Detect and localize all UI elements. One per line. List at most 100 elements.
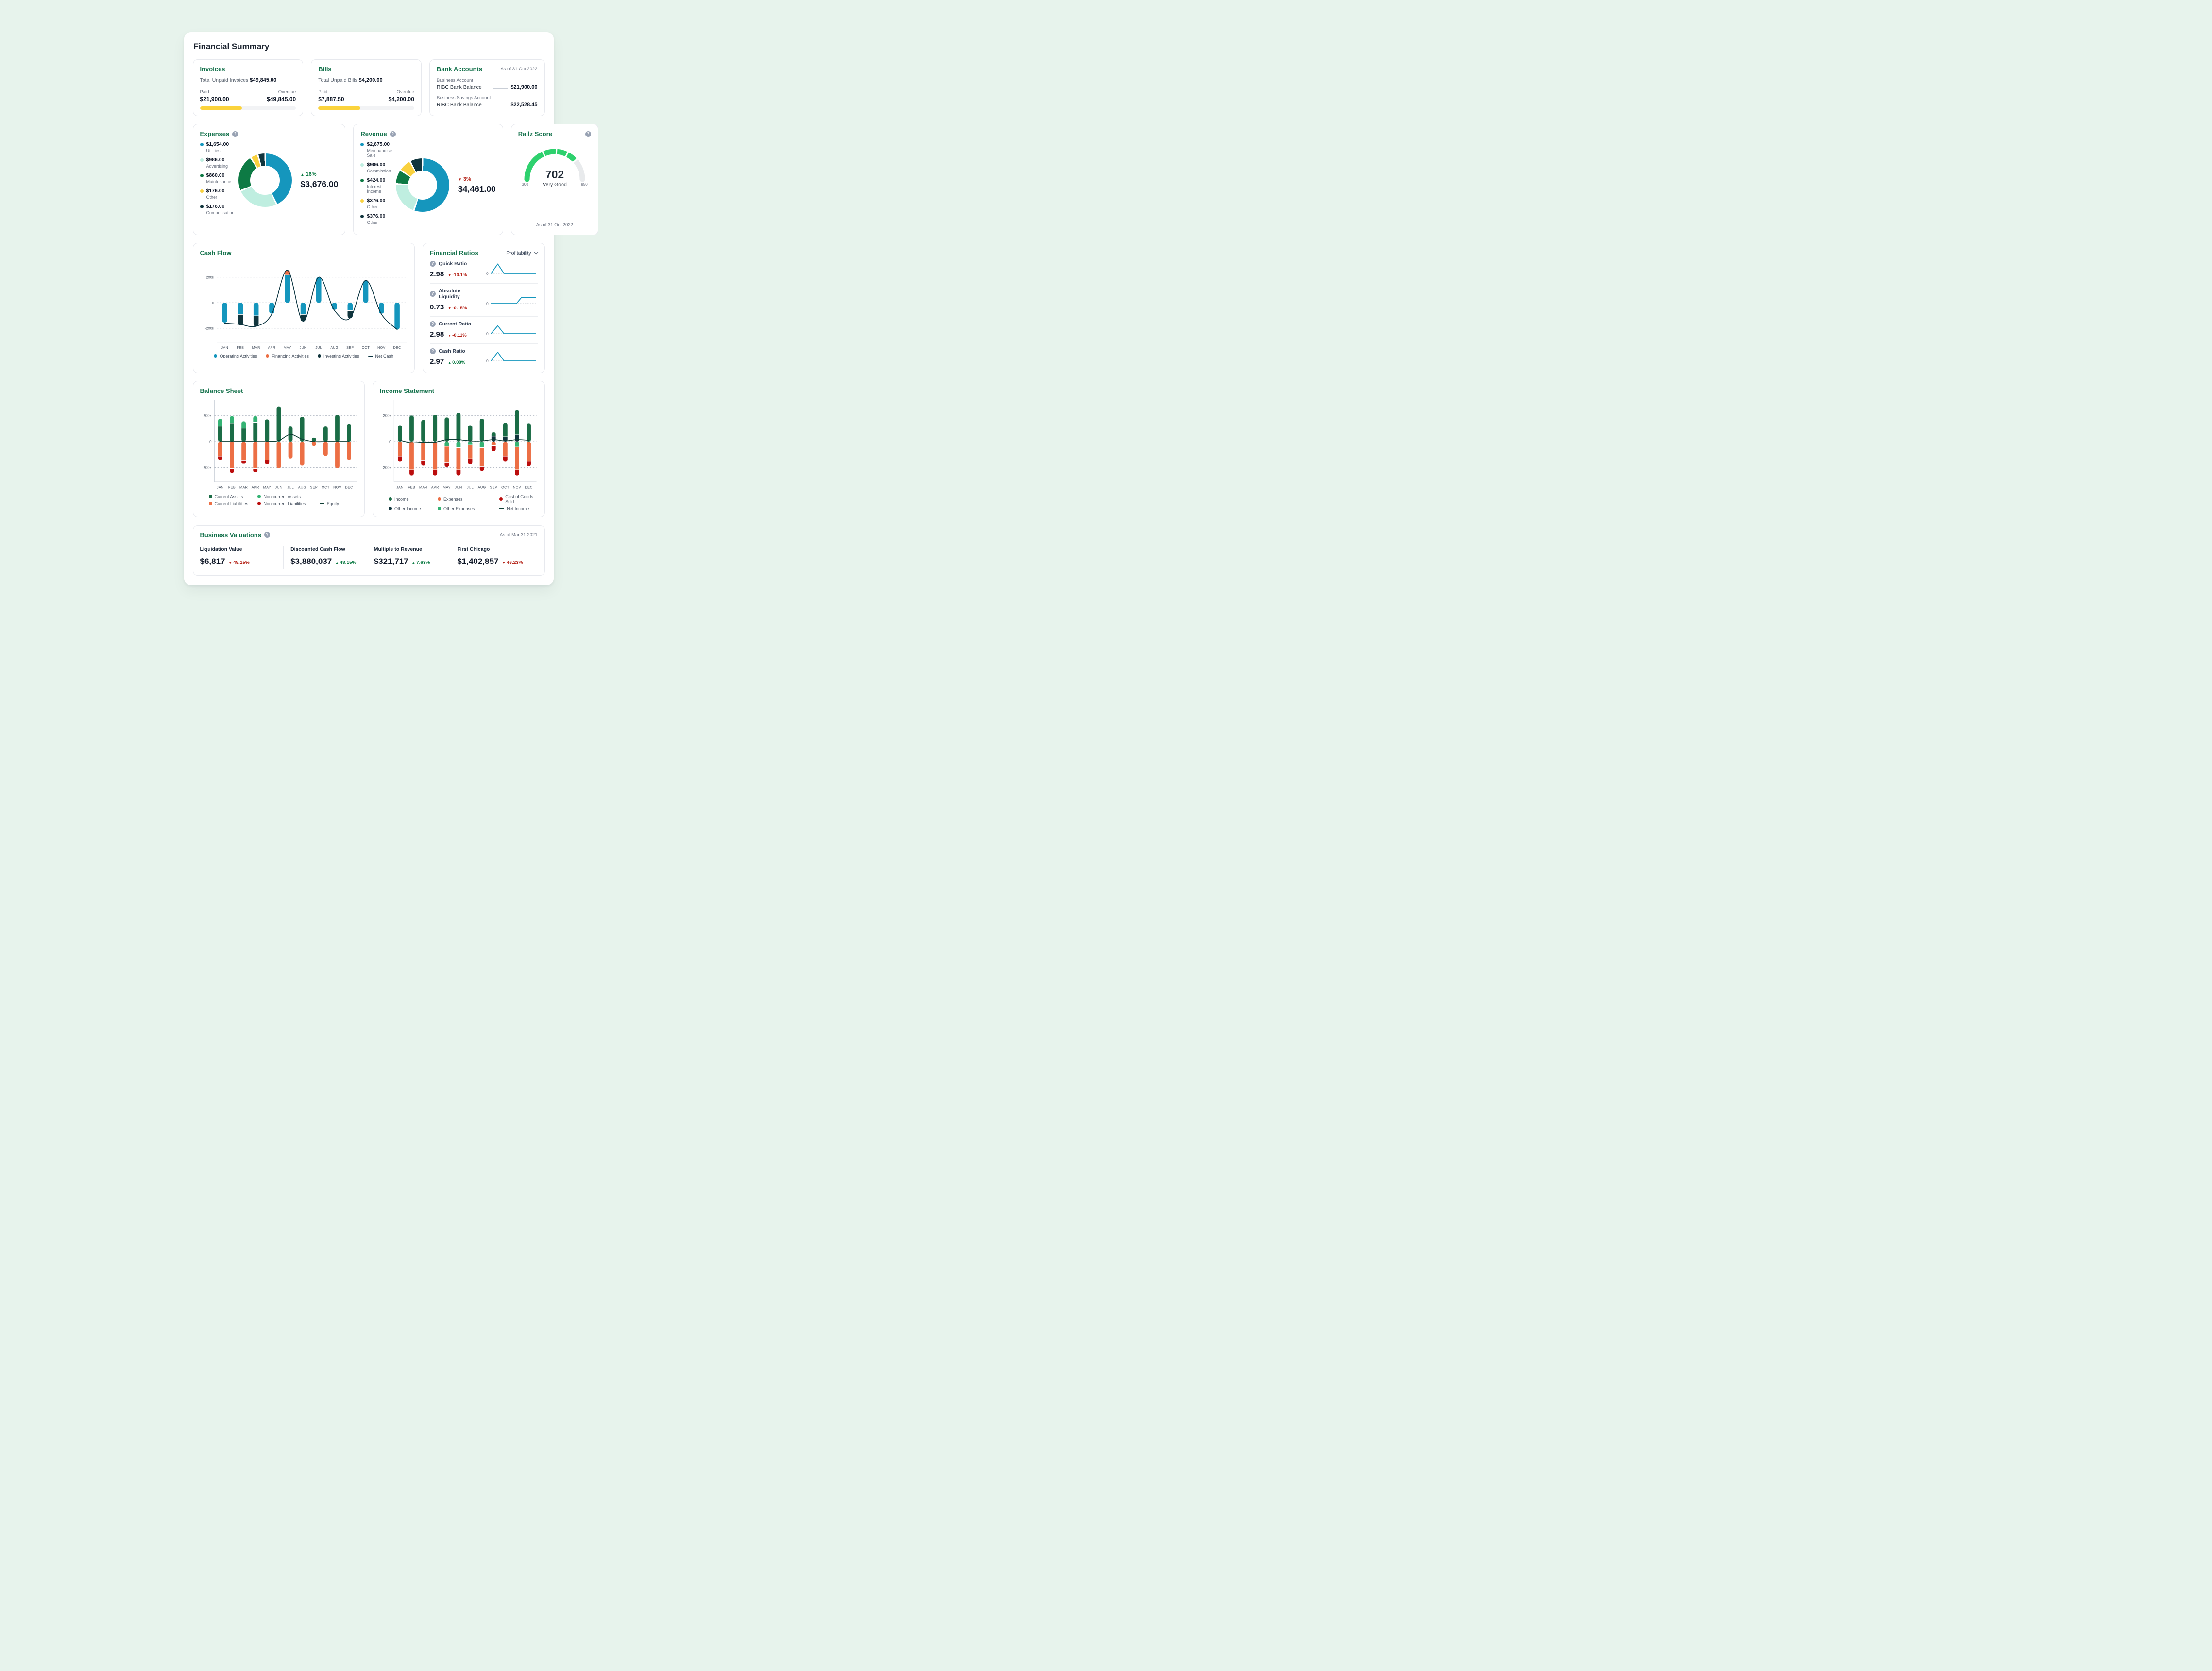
- valuation-change: ▼ 46.23%: [502, 560, 523, 565]
- ratio-name: Quick Ratio: [430, 261, 467, 267]
- legend-amount: $860.00: [206, 172, 225, 178]
- income-statement-chart: 200k 0 -200k JAN FEB MAR APR MAY JUN JUL AUG SEP OCT…: [380, 398, 538, 492]
- bills-paid-label: Paid: [318, 89, 328, 95]
- legend-item: Expenses: [437, 494, 499, 504]
- ratio-value: 2.98: [430, 270, 444, 278]
- valuation-label: Liquidation Value: [200, 546, 242, 552]
- revenue-legend: $2,675.00 Merchandise Sale $986.00 Commissi…: [360, 141, 392, 229]
- svg-text:200k: 200k: [206, 275, 214, 280]
- svg-text:MAY: MAY: [283, 346, 291, 350]
- legend-dot-icon: [257, 495, 261, 499]
- bills-title: Bills: [318, 66, 332, 73]
- legend-dot-icon: [389, 497, 392, 501]
- financial-ratios-card: Financial Ratios Profitability Quick Rat…: [423, 243, 545, 373]
- legend-item: Cost of Goods Sold: [499, 494, 533, 504]
- trend-arrow-icon: ▼: [448, 334, 452, 338]
- svg-text:FEB: FEB: [228, 485, 235, 490]
- valuation-change: ▲ 48.15%: [335, 560, 357, 565]
- account-balance-value: $21,900.00: [510, 85, 538, 90]
- svg-text:-200k: -200k: [204, 326, 214, 331]
- help-icon[interactable]: [430, 261, 436, 267]
- legend-label: Non-current Liabilities: [263, 501, 306, 506]
- income-statement-title: Income Statement: [380, 387, 434, 394]
- trend-arrow-icon: ▲: [335, 560, 339, 565]
- legend-label: Other Income: [394, 506, 421, 511]
- business-valuations-as-of: As of Mar 31 2021: [499, 532, 538, 538]
- income-statement-legend: Income Expenses Cost of Goods Sold Other In…: [389, 494, 534, 511]
- svg-text:JAN: JAN: [396, 485, 404, 490]
- legend-dot-icon: [360, 199, 364, 203]
- legend-item: $860.00 Maintenance: [200, 172, 235, 184]
- account-balance-label: RIBC Bank Balance: [436, 102, 482, 108]
- help-icon[interactable]: [430, 321, 436, 327]
- ratio-sparkline: 0: [486, 263, 536, 276]
- valuation-value: $1,402,857: [457, 556, 499, 566]
- valuation-label: Discounted Cash Flow: [290, 546, 345, 552]
- revenue-donut-chart: [395, 158, 449, 212]
- financial-ratios-title: Financial Ratios: [430, 249, 478, 256]
- help-icon[interactable]: [585, 131, 591, 137]
- legend-dot-icon: [360, 143, 364, 146]
- help-icon[interactable]: [390, 131, 396, 137]
- svg-text:850: 850: [581, 182, 588, 187]
- legend-label: Net Cash: [375, 353, 394, 358]
- help-icon[interactable]: [430, 348, 436, 354]
- legend-item: Equity: [319, 501, 354, 506]
- legend-label: Other Expenses: [443, 506, 475, 511]
- legend-amount: $986.00: [206, 157, 225, 163]
- line-swatch-icon: [319, 503, 324, 504]
- svg-text:300: 300: [522, 182, 528, 187]
- valuation-value: $6,817: [200, 556, 225, 566]
- svg-text:0: 0: [212, 301, 214, 305]
- ratio-name-label: Cash Ratio: [439, 348, 465, 354]
- ratio-sparkline: 0: [486, 297, 536, 306]
- invoices-total-line: Total Unpaid Invoices $49,845.00: [200, 77, 296, 83]
- help-icon[interactable]: [264, 532, 270, 538]
- valuation-change: ▼ 48.15%: [228, 560, 250, 565]
- legend-dot-icon: [437, 497, 441, 501]
- ratio-value: 2.97: [430, 358, 444, 366]
- legend-amount: $176.00: [206, 188, 225, 194]
- invoices-title: Invoices: [200, 66, 225, 73]
- ratio-value: 0.73: [430, 303, 444, 311]
- railz-score-title: Railz Score: [518, 130, 552, 137]
- help-icon[interactable]: [232, 131, 238, 137]
- legend-label: Maintenance: [206, 179, 232, 184]
- trend-arrow-icon: ▼: [502, 560, 506, 565]
- account-name: Business Savings Account: [436, 95, 491, 101]
- svg-text:MAR: MAR: [252, 346, 260, 350]
- legend-label: Expenses: [443, 496, 463, 502]
- help-icon[interactable]: [430, 291, 436, 297]
- invoices-total-value: $49,845.00: [250, 77, 277, 83]
- legend-label: Commission: [367, 169, 391, 173]
- svg-text:DEC: DEC: [345, 485, 353, 490]
- invoices-paid-value: $21,900.00: [200, 96, 229, 102]
- legend-dot-icon: [360, 179, 364, 182]
- legend-item: $376.00 Other: [360, 213, 392, 225]
- svg-text:-200k: -200k: [202, 465, 211, 470]
- legend-dot-icon: [200, 174, 204, 177]
- legend-item: Net Income: [499, 506, 533, 511]
- valuation-item: Multiple to Revenue $321,717 ▲ 7.63%: [366, 545, 450, 569]
- ratio-name: Cash Ratio: [430, 348, 465, 354]
- legend-item: $986.00 Advertising: [200, 157, 235, 169]
- legend-dot-icon: [208, 495, 212, 499]
- legend-label: Other: [206, 195, 218, 200]
- balance-sheet-legend: Current Assets Non-current Assets Current …: [208, 494, 354, 506]
- svg-text:JUN: JUN: [455, 485, 462, 490]
- svg-text:0: 0: [209, 440, 212, 444]
- ratios-category-dropdown[interactable]: Profitability: [506, 250, 538, 256]
- svg-text:0: 0: [486, 358, 489, 363]
- svg-text:APR: APR: [268, 346, 275, 350]
- valuation-change: ▲ 7.63%: [411, 560, 430, 565]
- legend-dot-icon: [318, 354, 321, 358]
- legend-item: Non-current Assets: [257, 494, 319, 499]
- legend-item: $1,654.00 Utilities: [200, 141, 235, 153]
- bills-overdue-value: $4,200.00: [388, 96, 414, 102]
- legend-dot-icon: [200, 158, 204, 162]
- financial-summary-panel: Financial Summary Invoices Total Unpaid …: [184, 32, 598, 585]
- legend-dot-icon: [437, 507, 441, 511]
- legend-label: Current Assets: [214, 494, 243, 499]
